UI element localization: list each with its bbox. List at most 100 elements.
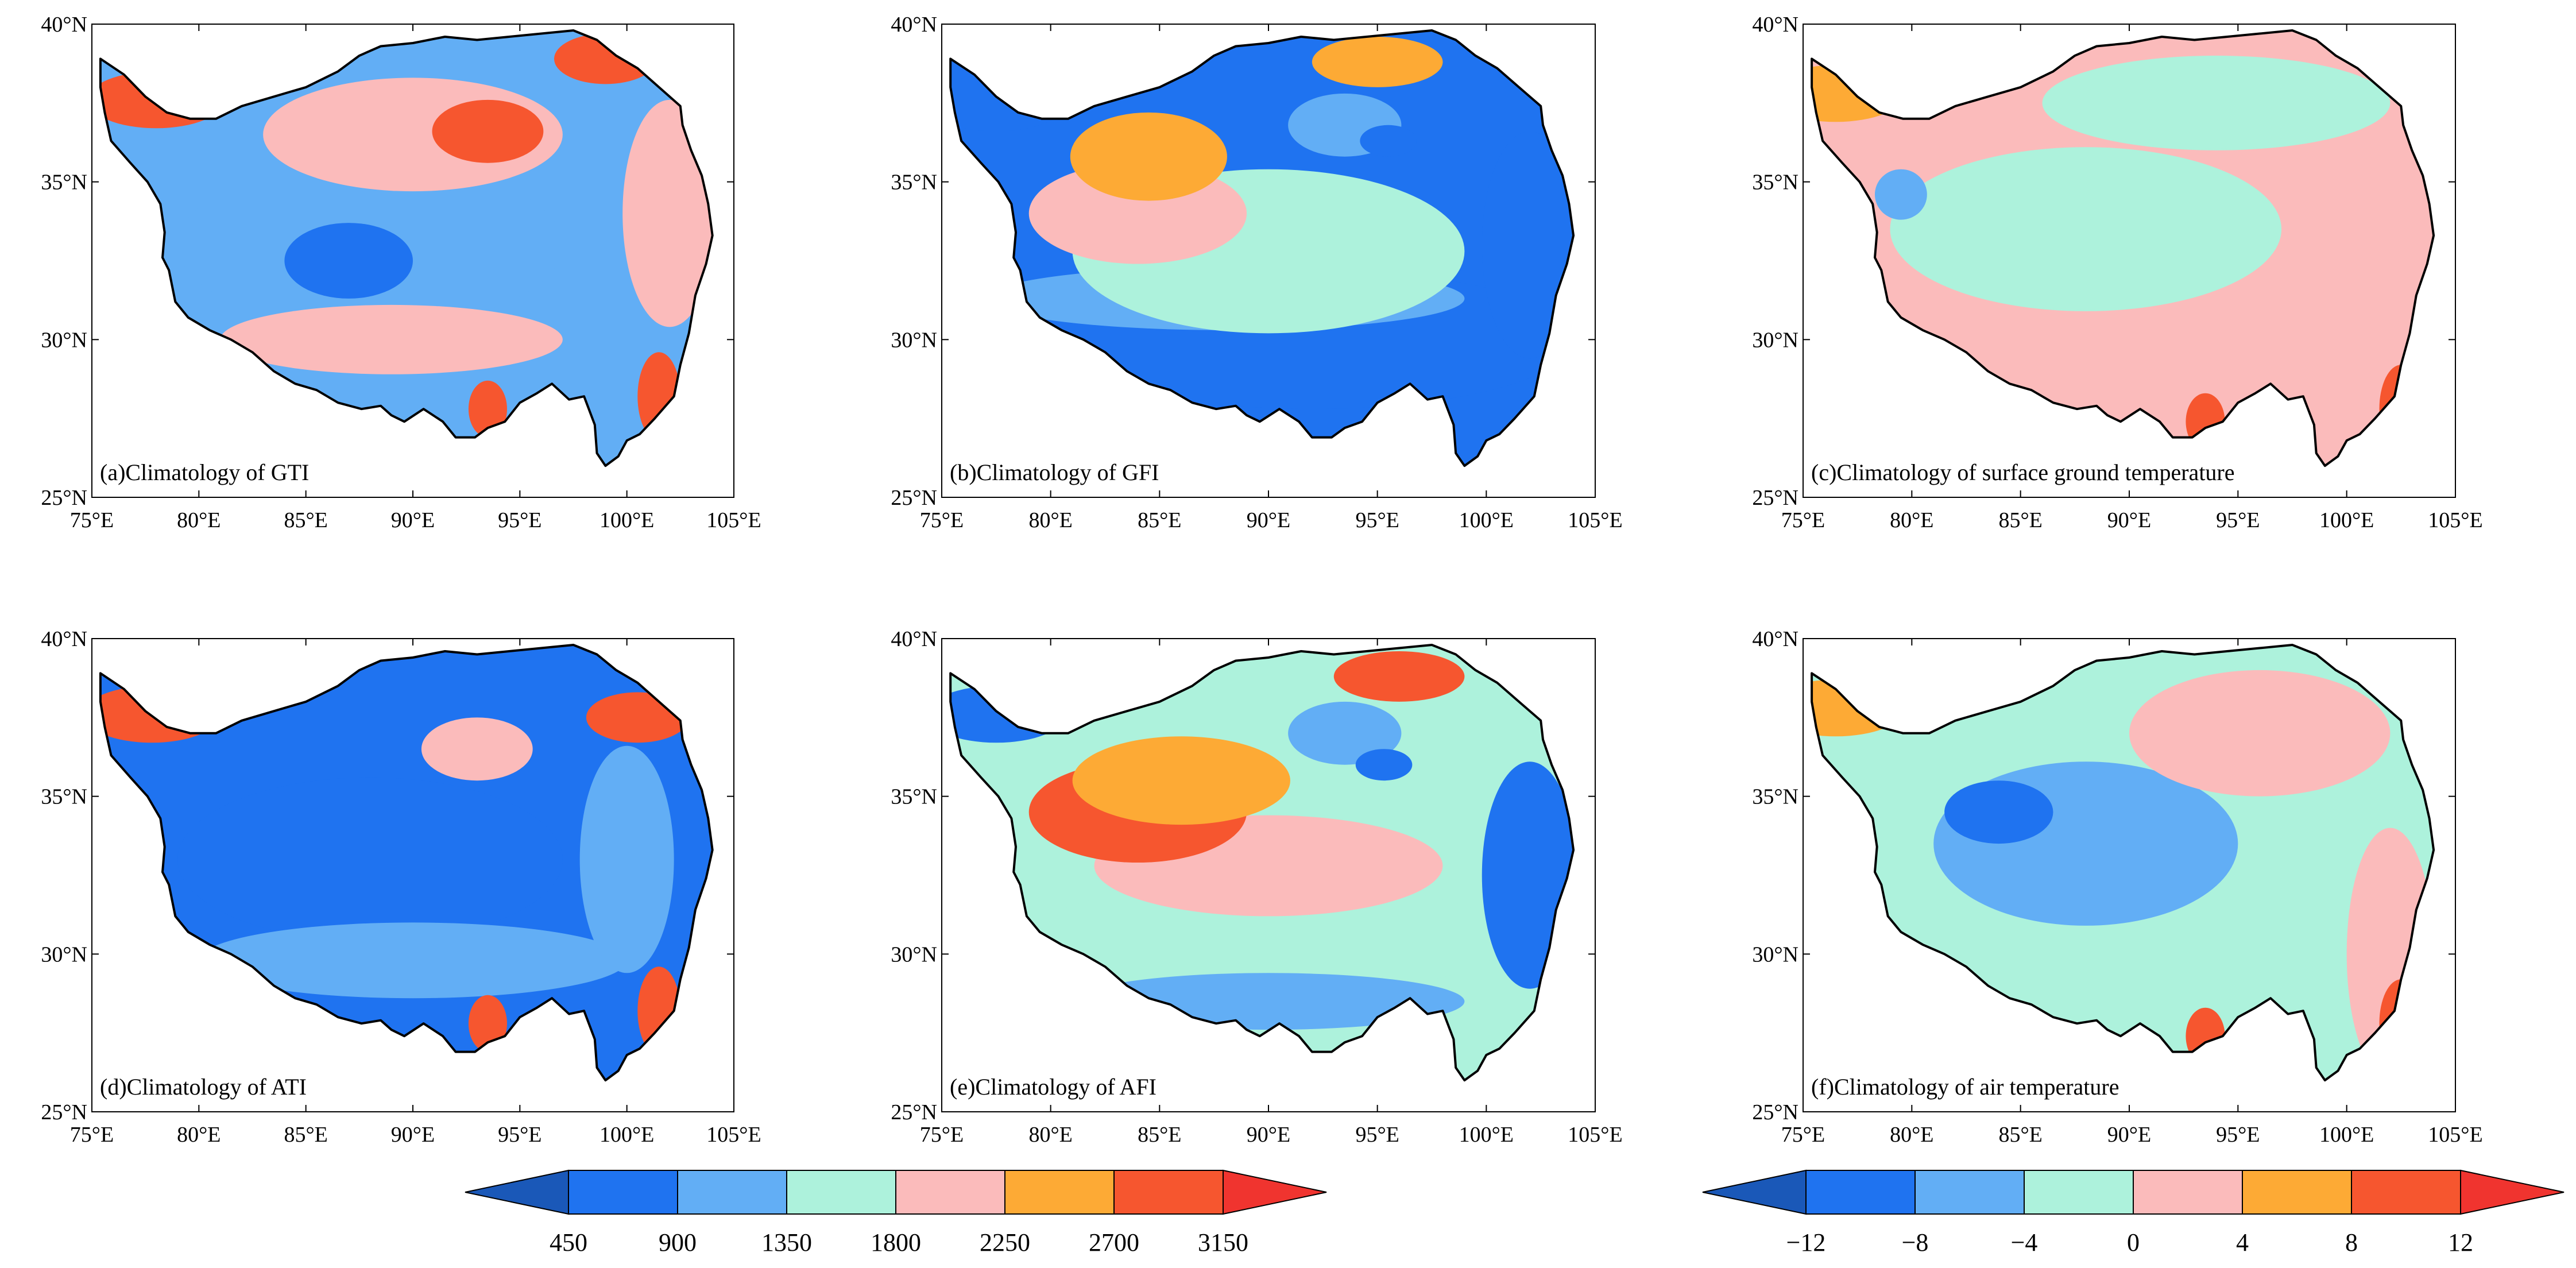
- x-tick-label: 100°E: [599, 1123, 654, 1147]
- x-tick-label: 100°E: [1459, 1123, 1514, 1147]
- y-tick-label: 35°N: [41, 171, 87, 195]
- region-northwest: [1072, 736, 1290, 825]
- x-tick-label: 80°E: [1028, 1123, 1072, 1147]
- region-central-plateau: [1890, 147, 2282, 311]
- field-f: [1812, 645, 2434, 1081]
- x-tick-label: 85°E: [284, 508, 327, 532]
- colorbar-segment: [2242, 1170, 2352, 1215]
- colorbar-segment: [2133, 1170, 2243, 1215]
- colorbar-tick-label: 1350: [761, 1228, 812, 1257]
- y-tick-label: 30°N: [1752, 942, 1798, 967]
- y-tick-label: 30°N: [891, 942, 937, 967]
- region-qilian: [1312, 36, 1443, 87]
- x-tick-label: 100°E: [2319, 1123, 2374, 1147]
- plateau-boundary: [99, 29, 714, 467]
- y-tick-label: 25°N: [891, 1100, 937, 1124]
- x-tick-label: 105°E: [2428, 1123, 2482, 1147]
- panel-title: (e)Climatology of AFI: [950, 1074, 1157, 1100]
- x-tick-label: 105°E: [1568, 508, 1622, 532]
- y-tick-label: 25°N: [1752, 486, 1798, 510]
- region-southern-valleys: [220, 304, 563, 374]
- x-tick-label: 105°E: [1568, 1123, 1622, 1147]
- colorbar-tick-label: 8: [2345, 1228, 2358, 1257]
- colorbar-segment: [1113, 1170, 1224, 1215]
- x-tick-label: 85°E: [1998, 508, 2042, 532]
- panel-title: (a)Climatology of GTI: [100, 459, 309, 485]
- x-tick-label: 95°E: [1355, 1123, 1399, 1147]
- colorbar-segment: [1004, 1170, 1115, 1215]
- region-west-spots: [1944, 780, 2053, 844]
- x-tick-label: 75°E: [1781, 508, 1825, 532]
- colorbar-index: 450 900 1350 1800 2250 2700 3150: [465, 1169, 1327, 1257]
- colorbar-segment: [1805, 1170, 1916, 1215]
- colorbar-tick-label: 2700: [1089, 1228, 1139, 1257]
- y-tick-label: 40°N: [891, 627, 937, 651]
- region-scattered-lakes: [284, 223, 413, 299]
- colorbar-tick-label: 900: [659, 1228, 697, 1257]
- region-northwest-highlands: [1070, 112, 1227, 201]
- x-tick-label: 75°E: [70, 508, 114, 532]
- region-qaidam: [1288, 701, 1402, 765]
- x-tick-label: 95°E: [2216, 508, 2260, 532]
- y-tick-label: 30°N: [891, 328, 937, 352]
- colorbar-below-arrow: [1702, 1169, 1807, 1215]
- colorbar-tick-label: 2250: [980, 1228, 1030, 1257]
- field-d: [100, 645, 713, 1081]
- x-tick-label: 75°E: [920, 508, 964, 532]
- x-tick-label: 80°E: [1890, 508, 1933, 532]
- panel-a: 75°E 80°E 85°E 90°E 95°E 100°E 105°E 25°N 30°N 35…: [41, 13, 761, 532]
- field-c: [1812, 30, 2434, 466]
- colorbar-segment: [2024, 1170, 2134, 1215]
- panel-title: (b)Climatology of GFI: [950, 459, 1159, 485]
- colorbar-above-arrow: [2460, 1169, 2565, 1215]
- region-qilian: [1333, 651, 1465, 702]
- x-tick-label: 105°E: [706, 1123, 761, 1147]
- x-tick-label: 85°E: [1138, 1123, 1181, 1147]
- colorbar-tick-label: 4: [2236, 1228, 2249, 1257]
- x-tick-label: 85°E: [284, 1123, 327, 1147]
- panel-d: 75°E 80°E 85°E 90°E 95°E 100°E 105°E 25°N 30°N 35…: [41, 627, 761, 1147]
- colorbar-below-arrow: [465, 1169, 569, 1215]
- x-tick-label: 90°E: [391, 1123, 435, 1147]
- field-a: [100, 30, 713, 466]
- x-tick-label: 85°E: [1998, 1123, 2042, 1147]
- colorbar-tick-label: 12: [2448, 1228, 2473, 1257]
- region-south-valleys: [199, 922, 627, 999]
- y-tick-label: 35°N: [1752, 171, 1798, 195]
- region-qaidam: [421, 717, 533, 781]
- x-tick-label: 90°E: [1247, 1123, 1290, 1147]
- x-tick-label: 75°E: [920, 1123, 964, 1147]
- region-qaidam-lake: [1360, 125, 1417, 157]
- x-tick-label: 95°E: [498, 508, 541, 532]
- colorbar-above-arrow: [1223, 1169, 1327, 1215]
- region-west-small: [1874, 169, 1927, 220]
- x-tick-label: 90°E: [1247, 508, 1290, 532]
- region-central-plateau: [177, 777, 563, 942]
- colorbar-tick-label: −4: [2011, 1228, 2038, 1257]
- y-tick-label: 40°N: [891, 13, 937, 37]
- y-tick-label: 35°N: [41, 785, 87, 809]
- colorbar-segment: [895, 1170, 1005, 1215]
- y-tick-label: 30°N: [41, 328, 87, 352]
- y-tick-label: 40°N: [1752, 627, 1798, 651]
- x-tick-label: 100°E: [599, 508, 654, 532]
- y-tick-label: 30°N: [1752, 328, 1798, 352]
- y-tick-label: 35°N: [891, 785, 937, 809]
- plateau-boundary: [99, 644, 714, 1082]
- colorbar-segment: [677, 1170, 787, 1215]
- y-tick-label: 25°N: [1752, 1100, 1798, 1124]
- region-qaidam: [432, 99, 544, 163]
- y-tick-label: 25°N: [41, 1100, 87, 1124]
- colorbar-tick-label: 450: [550, 1228, 587, 1257]
- plateau-boundary: [949, 644, 1575, 1082]
- plateau-boundary: [949, 29, 1575, 467]
- x-tick-label: 80°E: [177, 508, 221, 532]
- y-tick-label: 25°N: [891, 486, 937, 510]
- colorbar-tick-label: 1800: [871, 1228, 921, 1257]
- region-south-central: [1028, 881, 1509, 995]
- x-tick-label: 95°E: [498, 1123, 541, 1147]
- panels: 75°E 80°E 85°E 90°E 95°E 100°E 105°E 25°N 30°N 35…: [41, 13, 2482, 1147]
- y-tick-label: 35°N: [1752, 785, 1798, 809]
- y-tick-label: 25°N: [41, 486, 87, 510]
- panel-b: 75°E 80°E 85°E 90°E 95°E 100°E 105°E 25°N 30°N 35…: [891, 13, 1622, 532]
